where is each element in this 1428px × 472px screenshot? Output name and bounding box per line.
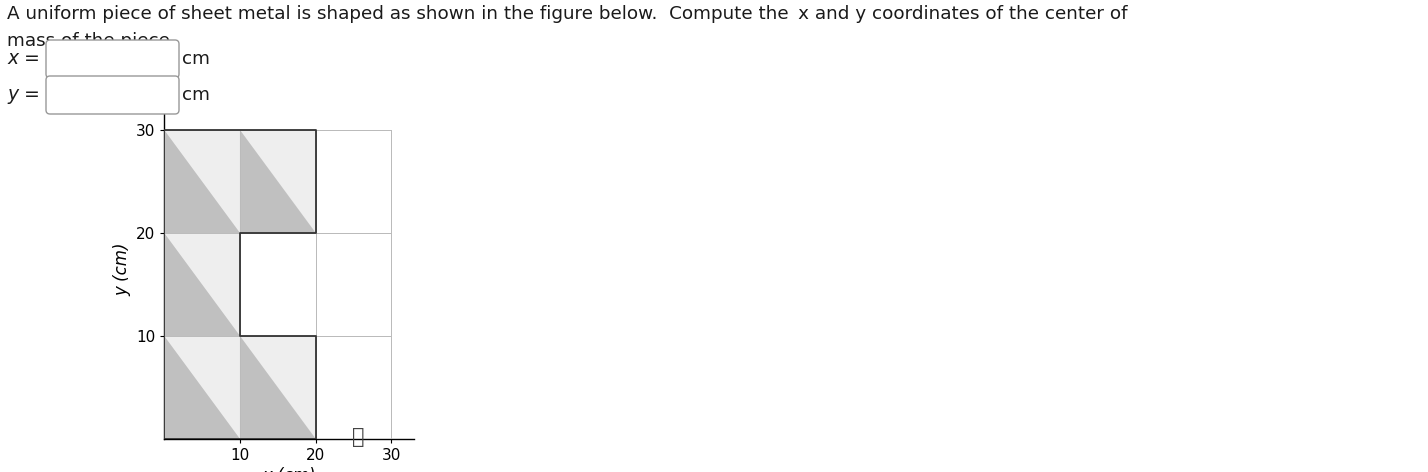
Bar	[164, 336, 240, 439]
Text: x =: x =	[7, 50, 40, 68]
Bar	[316, 233, 391, 336]
Text: cm: cm	[181, 86, 210, 104]
Bar	[316, 336, 391, 439]
Polygon shape	[164, 233, 240, 336]
Text: ⓘ: ⓘ	[351, 427, 364, 447]
FancyBboxPatch shape	[46, 40, 178, 78]
Polygon shape	[240, 336, 316, 439]
Bar	[240, 130, 316, 233]
Polygon shape	[164, 336, 240, 439]
FancyBboxPatch shape	[46, 76, 178, 114]
Polygon shape	[164, 130, 240, 233]
Bar	[164, 233, 240, 336]
Polygon shape	[164, 336, 240, 439]
Text: mass of the piece.: mass of the piece.	[7, 32, 176, 50]
Text: y =: y =	[7, 85, 40, 104]
Text: cm: cm	[181, 50, 210, 68]
Polygon shape	[164, 233, 240, 336]
Bar	[240, 233, 316, 336]
Bar	[164, 130, 240, 233]
Text: A uniform piece of sheet metal is shaped as shown in the figure below.  Compute : A uniform piece of sheet metal is shaped…	[7, 5, 1128, 23]
Polygon shape	[240, 130, 316, 233]
Y-axis label: y (cm): y (cm)	[114, 242, 131, 296]
Bar	[316, 130, 391, 233]
Polygon shape	[240, 336, 316, 439]
X-axis label: x (cm): x (cm)	[263, 467, 316, 472]
Bar	[240, 336, 316, 439]
Polygon shape	[240, 130, 316, 233]
Polygon shape	[164, 130, 240, 233]
